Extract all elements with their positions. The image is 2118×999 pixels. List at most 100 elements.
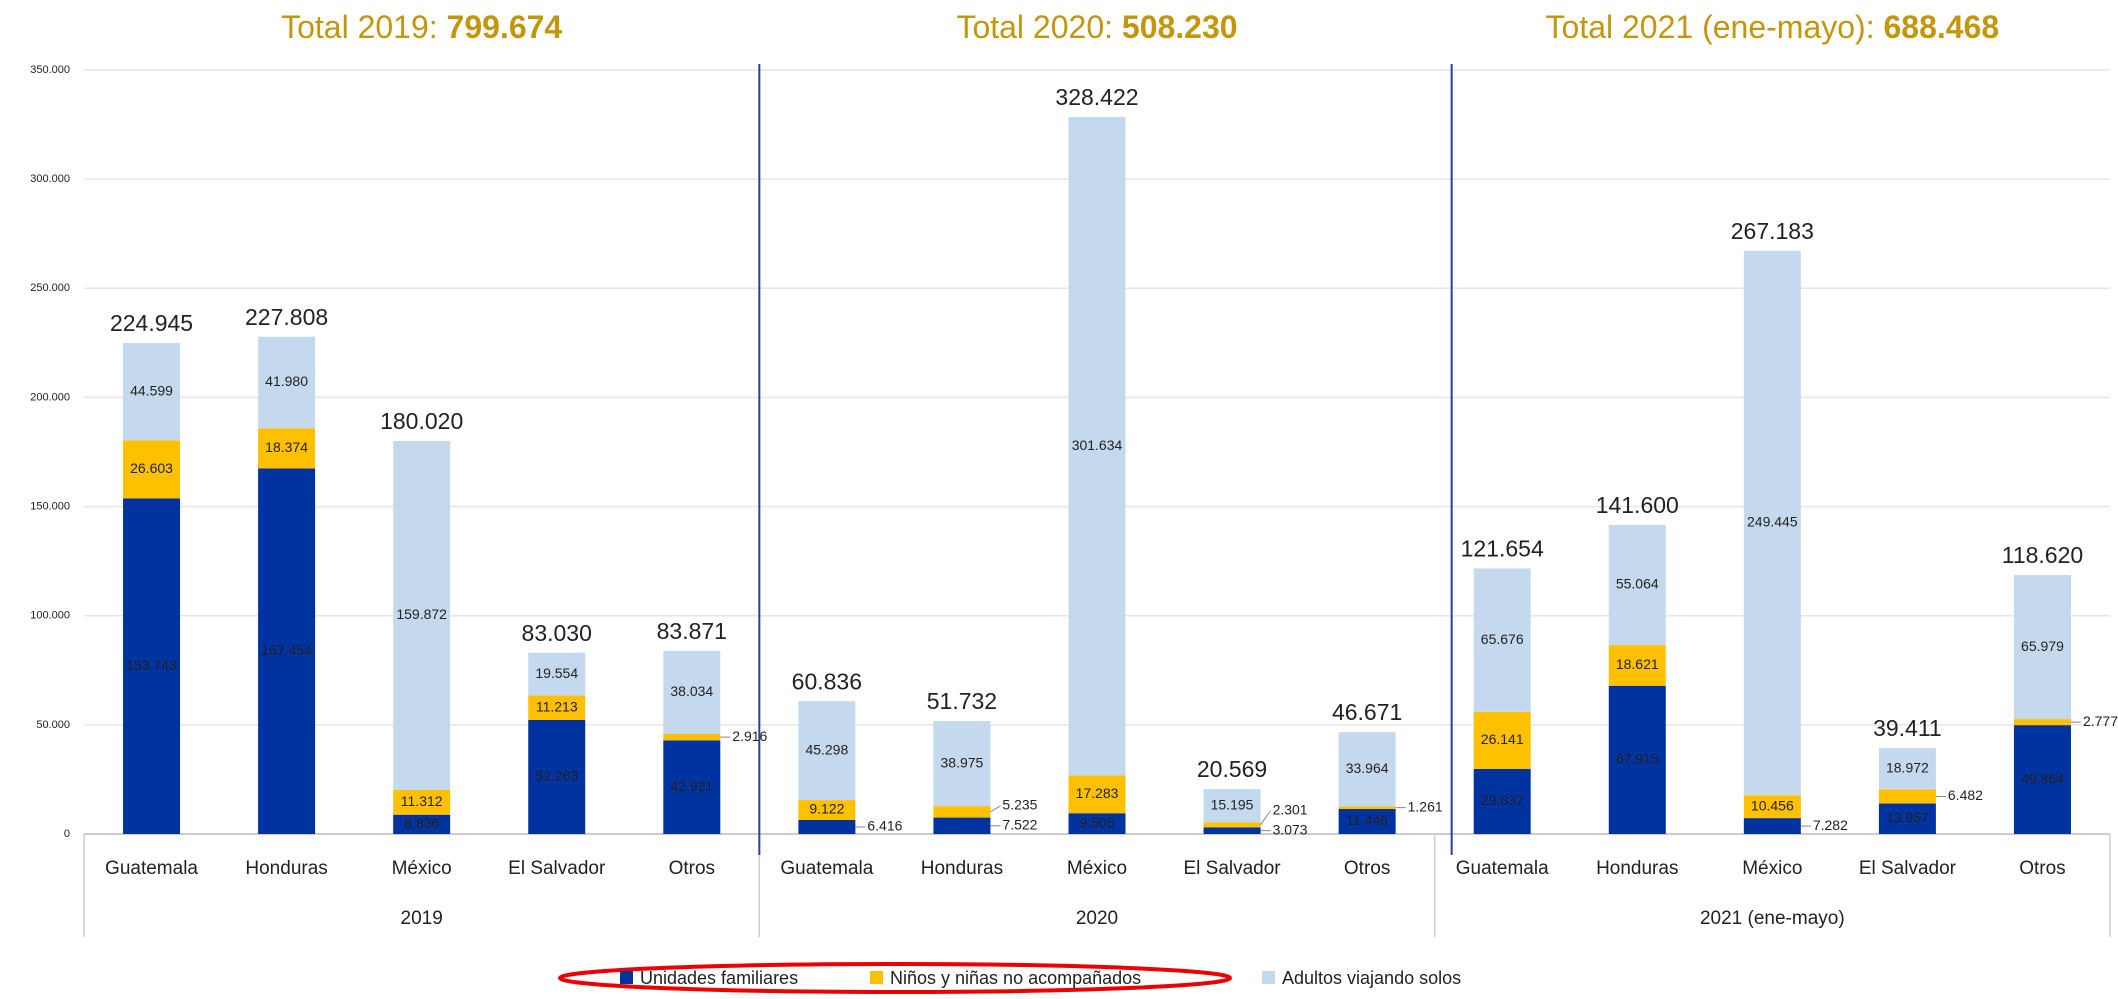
bar-segment <box>1338 806 1396 810</box>
total-label: 121.654 <box>1461 536 1544 562</box>
segment-label: 2.301 <box>1273 801 1308 817</box>
x-tick-label: Honduras <box>921 858 1003 879</box>
group-title-text: Total 2021 (ene-mayo): <box>1546 9 1884 45</box>
segment-label: 18.972 <box>1886 759 1929 775</box>
x-tick-label: Guatemala <box>105 858 198 879</box>
highlight-ellipse <box>558 962 1232 994</box>
bar-segment <box>1743 818 1801 834</box>
segment-label: 18.621 <box>1616 656 1659 672</box>
bar-segment <box>2013 575 2071 720</box>
x-tick-label: Guatemala <box>1456 858 1549 879</box>
total-label: 141.600 <box>1596 492 1679 518</box>
bar-segment <box>933 806 991 818</box>
segment-label: 49.864 <box>2021 770 2064 786</box>
bar-segment <box>933 721 991 807</box>
total-label: 51.732 <box>927 688 997 714</box>
group-label: 2021 (ene-mayo) <box>1700 908 1845 929</box>
segment-label: 26.141 <box>1481 731 1524 747</box>
bar-segment <box>1203 789 1261 823</box>
bar-segment <box>1338 809 1396 834</box>
segment-label: 15.195 <box>1211 796 1254 812</box>
group-label: 2020 <box>1076 908 1118 929</box>
x-tick-label: México <box>1742 858 1802 879</box>
bar-segment <box>933 817 991 834</box>
segment-label: 38.975 <box>941 754 984 770</box>
segment-label: 10.456 <box>1751 797 1794 813</box>
bar-segment <box>2013 719 2071 726</box>
bar-segment <box>1878 747 1936 790</box>
bar-segment <box>1608 524 1666 646</box>
bar-segment <box>528 719 586 834</box>
bar-segment <box>663 650 721 734</box>
segment-label: 17.283 <box>1076 785 1119 801</box>
segment-label: 11.213 <box>536 698 578 714</box>
group-title-text: Total 2019: <box>281 9 446 45</box>
x-tick-label: Guatemala <box>780 858 873 879</box>
bar-segment <box>1203 827 1261 834</box>
segment-label: 6.482 <box>1948 787 1983 803</box>
bar-segment <box>798 819 856 834</box>
segment-label: 9.505 <box>1079 814 1114 830</box>
x-tick-label: El Salvador <box>508 858 606 879</box>
legend-label: Unidades familiares <box>640 968 798 988</box>
segment-label: 2.777 <box>2083 713 2118 729</box>
bar-segment <box>393 441 451 791</box>
bar-segment <box>663 733 721 741</box>
x-tick-label: El Salvador <box>1183 858 1281 879</box>
y-tick-label: 50.000 <box>36 719 70 731</box>
bar-segment <box>663 740 721 834</box>
bar-segment <box>798 800 856 820</box>
segment-label: 18.374 <box>265 439 308 455</box>
legend-label: Niños y niñas no acompañados <box>890 968 1141 988</box>
bar-segment <box>1608 645 1666 686</box>
segment-label: 44.599 <box>130 382 173 398</box>
x-tick-label: México <box>392 858 452 879</box>
legend-swatch <box>870 971 883 984</box>
legend-swatch <box>1262 971 1275 984</box>
segment-label: 65.979 <box>2021 638 2064 654</box>
x-tick-label: Honduras <box>245 858 327 879</box>
segment-label: 45.298 <box>805 741 848 757</box>
bar-segment <box>123 440 181 499</box>
bar-segment <box>1473 568 1531 712</box>
bar-segment <box>393 790 451 815</box>
bar-segment <box>2013 725 2071 834</box>
segment-label: 26.603 <box>130 460 173 476</box>
legend-swatch <box>620 971 633 984</box>
bar-segment <box>1878 803 1936 834</box>
bar-segment <box>1878 789 1936 804</box>
bar-segment <box>1608 685 1666 834</box>
y-tick-label: 200.000 <box>30 391 70 403</box>
segment-label: 11.312 <box>401 793 443 809</box>
total-label: 60.836 <box>792 668 862 694</box>
segment-label: 41.980 <box>265 373 308 389</box>
group-total: 508.230 <box>1122 9 1238 45</box>
bar-segment <box>1743 250 1801 796</box>
bar-segment <box>1068 117 1126 776</box>
bar-segment <box>1338 732 1396 807</box>
total-label: 118.620 <box>2002 542 2083 568</box>
bar-segment <box>1473 768 1531 834</box>
y-tick-label: 0 <box>64 828 70 840</box>
bar-segment <box>528 652 586 696</box>
segment-label: 9.122 <box>809 801 844 817</box>
segment-label: 7.282 <box>1813 817 1848 833</box>
segment-label: 42.921 <box>670 778 713 794</box>
segment-label: 153.743 <box>126 657 177 673</box>
total-label: 180.020 <box>380 408 463 434</box>
bar-segment <box>528 695 586 720</box>
bar-segment <box>1068 813 1126 834</box>
leader-line <box>1260 810 1271 826</box>
segment-label: 5.235 <box>1002 796 1037 812</box>
segment-label: 52.263 <box>535 768 578 784</box>
group-label: 2019 <box>401 908 443 929</box>
segment-label: 19.554 <box>535 665 578 681</box>
group-title: Total 2020: 508.230 <box>956 9 1237 45</box>
x-tick-label: El Salvador <box>1859 858 1957 879</box>
segment-label: 159.872 <box>396 606 447 622</box>
x-tick-label: Otros <box>1344 858 1390 879</box>
bar-segment <box>1203 822 1261 828</box>
total-label: 46.671 <box>1332 699 1402 725</box>
segment-label: 55.064 <box>1616 576 1659 592</box>
